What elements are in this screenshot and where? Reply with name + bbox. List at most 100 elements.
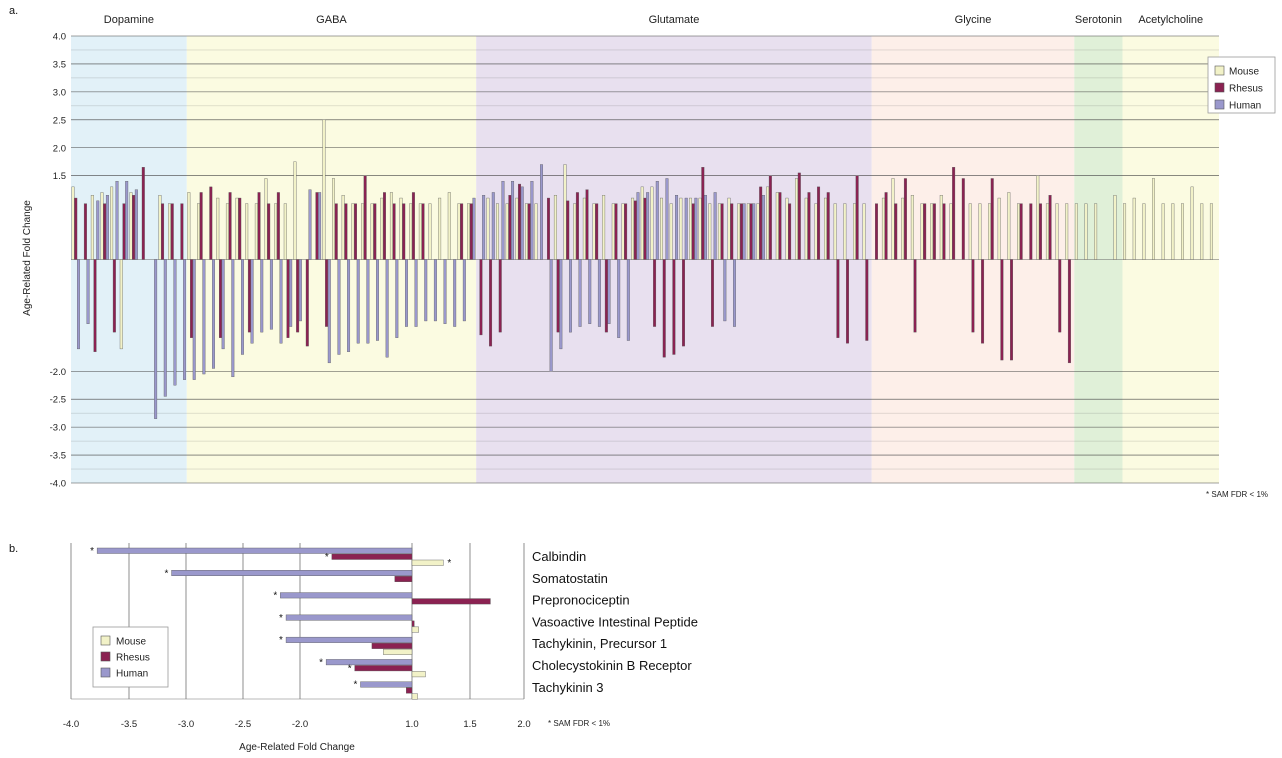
panel-a-group-names: Dopamine GABA Glutamate Glycine Serotonin Ace… (104, 14, 1203, 26)
bar-human (675, 195, 679, 260)
bar-rhesus (190, 259, 193, 338)
bar-rhesus (257, 192, 261, 260)
group-name: Glycine (955, 14, 992, 26)
bar-human (192, 259, 196, 380)
bar-mouse (496, 203, 499, 260)
bar-rhesus (1029, 203, 1033, 260)
bar-human (684, 197, 688, 260)
bar-human (96, 547, 413, 554)
panel-b-x-axis-label: Age-Related Fold Change (239, 742, 355, 753)
bar-human (385, 259, 389, 358)
bar-mouse (708, 203, 712, 260)
bar-mouse (1209, 203, 1213, 260)
bar-human (376, 259, 379, 341)
bar-rhesus (489, 259, 493, 347)
bar-mouse (486, 197, 490, 260)
bar-rhesus (711, 259, 714, 327)
bar-rhesus (846, 259, 849, 344)
bar-mouse (225, 203, 229, 260)
bar-mouse (370, 203, 374, 260)
bar-human (279, 259, 283, 344)
legend-swatch-rhesus (100, 651, 111, 662)
bar-human (171, 570, 413, 576)
x-tick-label: 1.5 (463, 719, 476, 730)
bar-mouse (361, 203, 364, 260)
bar-human (501, 181, 505, 260)
bar-mouse (235, 197, 239, 260)
bar-rhesus (643, 197, 647, 260)
bar-mouse (949, 203, 953, 260)
x-tick-label: 2.0 (517, 719, 530, 730)
bar-rhesus (334, 203, 338, 260)
x-tick-label: -2.0 (292, 719, 308, 730)
bar-rhesus (180, 203, 184, 260)
bar-mouse (717, 203, 721, 260)
x-tick-label: 1.0 (405, 719, 418, 730)
bar-human (250, 259, 254, 344)
bar-rhesus (132, 195, 136, 260)
x-tick-label: -3.0 (178, 719, 194, 730)
bar-human (269, 259, 273, 330)
bar-rhesus (305, 259, 309, 347)
bar-human (414, 259, 418, 327)
bar-mouse (197, 203, 200, 260)
significance-marker: * (325, 552, 329, 563)
bar-mouse (1065, 203, 1069, 260)
bar-human (732, 259, 736, 327)
bar-mouse (978, 203, 982, 260)
panel-b-label: b. (9, 543, 18, 555)
bar-rhesus (331, 553, 413, 560)
bar-mouse (853, 203, 856, 260)
bar-human (752, 203, 756, 260)
bar-mouse (467, 203, 471, 260)
panel-a-chart: a. Dopamine GABA Glutamate Glycine Serotonin… (9, 5, 1276, 499)
bar-mouse (997, 197, 1001, 260)
bar-mouse (1190, 186, 1194, 260)
bar-mouse (418, 203, 422, 260)
bar-human (530, 181, 534, 260)
bar-mouse (399, 197, 403, 260)
bar-human (285, 614, 413, 621)
bar-human (289, 259, 293, 327)
bar-human (347, 259, 351, 352)
bar-mouse (1181, 203, 1184, 260)
bar-rhesus (768, 175, 772, 260)
bar-mouse (824, 197, 827, 260)
bar-human (298, 259, 302, 322)
bar-mouse (341, 195, 345, 260)
legend-swatch-rhesus (1214, 82, 1225, 93)
bar-human (636, 192, 640, 260)
bar-mouse (968, 203, 972, 260)
y-tick-label: -3.5 (50, 451, 66, 462)
bar-mouse (515, 197, 519, 260)
bar-mouse (274, 203, 278, 260)
bar-mouse (409, 203, 413, 260)
bar-human (723, 259, 727, 322)
bar-mouse (1123, 203, 1127, 260)
significance-marker: * (273, 591, 277, 602)
bar-mouse (775, 192, 779, 260)
bar-rhesus (701, 167, 705, 260)
bar-human (356, 259, 360, 344)
bar-mouse (901, 197, 905, 260)
bar-mouse (254, 203, 258, 260)
bar-mouse (766, 186, 770, 260)
significance-marker: * (348, 663, 352, 674)
bar-mouse (843, 203, 847, 260)
bar-mouse (910, 195, 914, 260)
bar-human (462, 259, 466, 322)
bar-mouse (1017, 203, 1020, 260)
bar-rhesus (199, 192, 203, 260)
bar-rhesus (971, 259, 975, 333)
bar-rhesus (884, 192, 888, 260)
bar-mouse (795, 178, 799, 260)
bar-mouse (553, 195, 557, 260)
significance-marker: * (279, 635, 283, 646)
bar-rhesus (122, 203, 126, 260)
bar-mouse (679, 197, 683, 260)
bar-mouse (602, 195, 606, 260)
bar-human (366, 259, 370, 344)
bar-mouse (411, 559, 444, 566)
bar-rhesus (170, 203, 174, 260)
